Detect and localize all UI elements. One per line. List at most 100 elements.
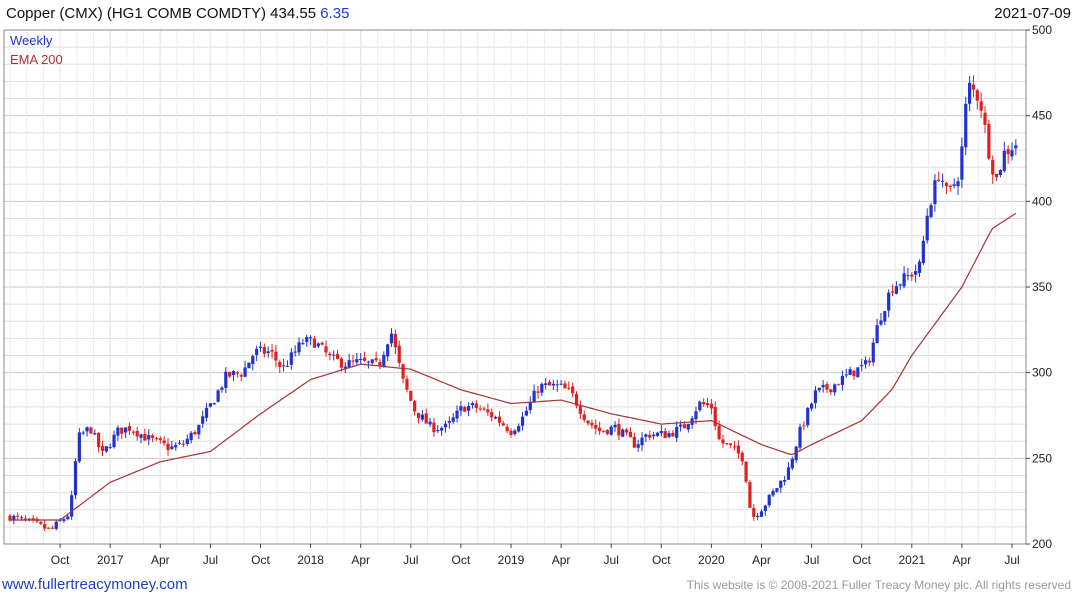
candle-body <box>544 383 548 385</box>
candle-body <box>73 461 78 496</box>
candle-body <box>16 515 20 517</box>
candle-body <box>239 375 243 377</box>
candle-body <box>563 383 567 389</box>
candle-body <box>324 346 328 353</box>
candle-body <box>282 365 286 367</box>
candle-body <box>347 360 351 368</box>
candle-body <box>867 360 872 363</box>
candle-body <box>470 403 475 406</box>
candle-body <box>979 101 983 111</box>
x-tick-label: Oct <box>51 553 70 567</box>
candle-body <box>709 403 713 409</box>
candle-body <box>447 421 451 423</box>
candle-body <box>19 517 24 519</box>
candle-body <box>983 112 987 125</box>
candle-body <box>994 173 999 178</box>
candle-body <box>594 425 598 429</box>
footer-website-link[interactable]: www.fullertreacymoney.com <box>2 576 188 593</box>
candle-body <box>266 351 270 354</box>
candle-body <box>285 365 290 367</box>
candle-body <box>463 407 467 412</box>
candle-body <box>1006 149 1010 155</box>
candle-body <box>513 430 517 434</box>
candle-body <box>297 342 301 353</box>
candle-body <box>428 421 432 425</box>
candle-body <box>162 440 166 444</box>
candle-body <box>809 403 814 409</box>
candle-body <box>702 402 706 405</box>
candle-body <box>389 333 394 344</box>
candle-body <box>139 434 143 438</box>
candle-body <box>659 430 663 434</box>
candle-body <box>127 426 132 431</box>
candle-body <box>150 435 155 438</box>
candle-body <box>474 403 478 409</box>
candle-body <box>247 362 251 369</box>
candles <box>8 75 1018 532</box>
candle-body <box>632 436 636 448</box>
candle-body <box>12 515 16 521</box>
candle-body <box>251 356 255 365</box>
candle-body <box>312 338 317 348</box>
candle-body <box>871 342 875 363</box>
candle-body <box>925 215 929 241</box>
candle-body <box>158 438 162 440</box>
candle-body <box>887 292 891 311</box>
candle-body <box>894 286 898 294</box>
candle-body <box>212 403 216 405</box>
candle-body <box>917 261 922 273</box>
candle-body <box>779 480 783 488</box>
candle-body <box>258 346 263 348</box>
x-tick-label: Jul <box>203 553 218 567</box>
candle-body <box>817 387 821 391</box>
x-tick-label: Apr <box>752 553 771 567</box>
candle-body <box>451 417 455 422</box>
candle-body <box>455 410 459 419</box>
candle-body <box>413 401 417 412</box>
candle-body <box>235 372 239 374</box>
candle-body <box>567 387 571 389</box>
candle-body <box>863 360 868 365</box>
candle-body <box>197 425 201 435</box>
candle-body <box>821 384 825 388</box>
candle-body <box>77 432 81 462</box>
candle-body <box>382 354 386 367</box>
candle-body <box>582 414 586 420</box>
candle-body <box>351 360 355 362</box>
candle-body <box>717 425 721 440</box>
candle-body <box>43 524 47 529</box>
candle-body <box>189 432 193 441</box>
candle-body <box>910 274 914 277</box>
candle-body <box>27 518 31 520</box>
candle-body <box>856 367 860 378</box>
candle-body <box>667 433 671 438</box>
candle-body <box>359 359 363 361</box>
candle-body <box>651 434 656 437</box>
x-tick-label: 2018 <box>297 553 324 567</box>
candle-body <box>366 361 371 363</box>
chart-grid <box>4 29 1026 545</box>
y-tick-label: 400 <box>1032 194 1052 208</box>
candle-body <box>185 438 189 444</box>
x-tick-label: Apr <box>953 553 972 567</box>
x-tick-label: Jul <box>604 553 619 567</box>
candle-body <box>23 518 28 520</box>
candle-body <box>58 520 62 522</box>
candle-body <box>220 387 224 390</box>
x-tick-label: Oct <box>251 553 270 567</box>
y-tick-label: 250 <box>1032 451 1052 465</box>
title-text: Copper (CMX) (HG1 COMB COMDTY) 434.55 <box>6 5 317 22</box>
candle-body <box>301 343 305 345</box>
candle-body <box>270 349 274 352</box>
y-axis: 200 250 300 350 400 450 500 <box>1026 23 1052 551</box>
candle-body <box>555 384 559 386</box>
candle-body <box>97 432 101 448</box>
candle-body <box>170 446 174 449</box>
candle-body <box>181 443 186 445</box>
x-tick-label: Oct <box>652 553 671 567</box>
chart-date: 2021-07-09 <box>994 5 1071 22</box>
candle-body <box>825 384 829 390</box>
candle-body <box>640 437 644 446</box>
x-tick-label: 2021 <box>898 553 925 567</box>
candle-body <box>81 432 85 434</box>
